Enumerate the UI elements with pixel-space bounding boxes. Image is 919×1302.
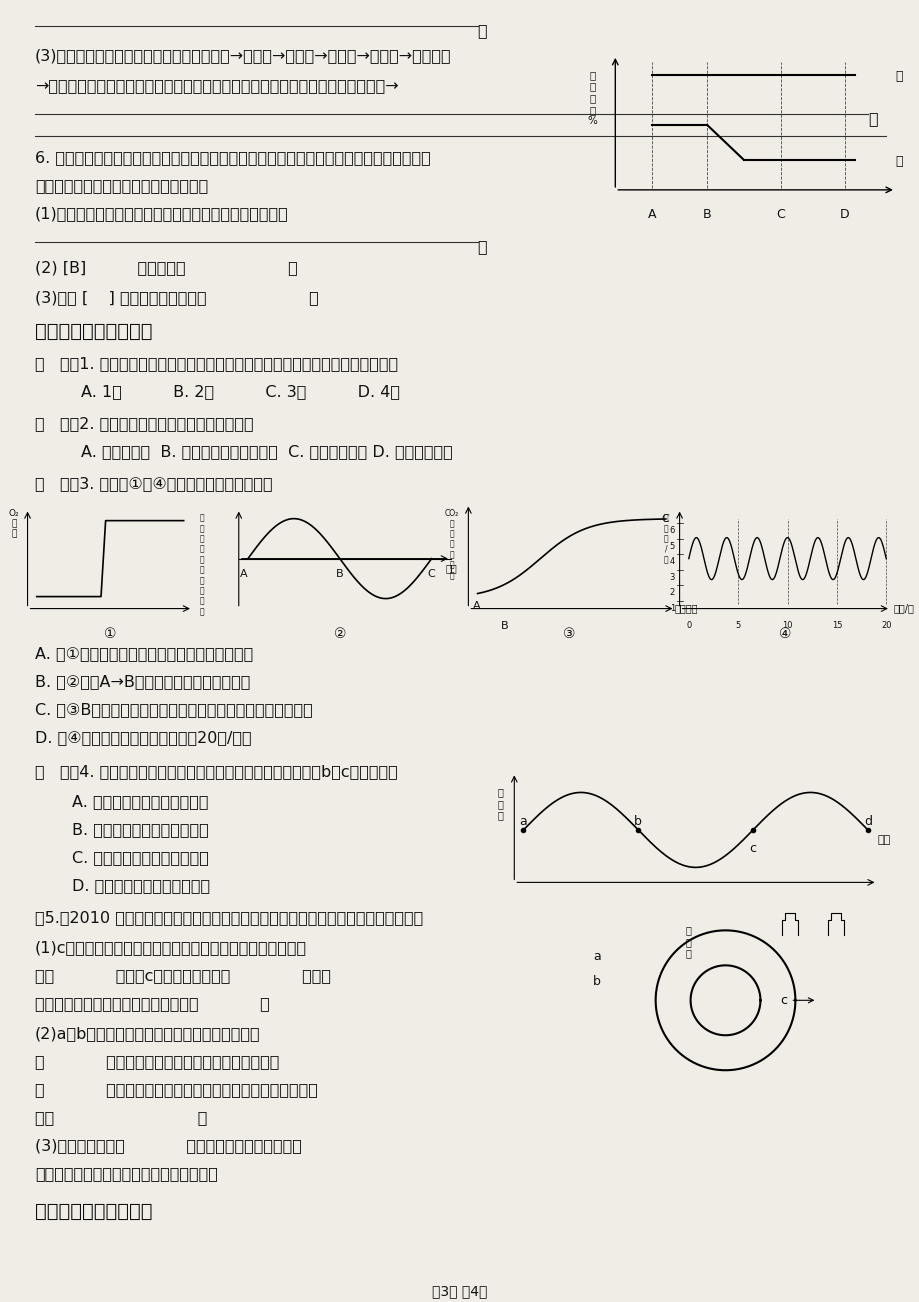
Text: （   ）例3. 依据图①～④分析，下列说法正确的是: （ ）例3. 依据图①～④分析，下列说法正确的是 <box>35 475 272 491</box>
Text: 1: 1 <box>669 604 675 612</box>
Text: 乙: 乙 <box>894 155 902 168</box>
Text: O₂
含
量: O₂ 含 量 <box>8 509 19 539</box>
Text: (2)a、b代表肺泡与外界的气体交换过程，它是通: (2)a、b代表肺泡与外界的气体交换过程，它是通 <box>35 1026 260 1042</box>
Text: A: A <box>239 569 247 578</box>
Text: 。: 。 <box>867 111 877 126</box>
Text: 程叫            ，完成c过程的主要器官是              ，牛奶: 程叫 ，完成c过程的主要器官是 ，牛奶 <box>35 969 331 983</box>
Text: 0: 0 <box>686 621 691 630</box>
Text: A. 吸气，膈肌收缩，膈顶下降: A. 吸气，膈肌收缩，膈顶下降 <box>72 794 208 810</box>
Text: B: B <box>501 621 508 630</box>
Text: c: c <box>749 842 755 855</box>
Text: A. 水和无机盐  B. 血细胞和大分子蛋白质  C. 尿酸和葡萄糖 D. 葡萄糖和尿素: A. 水和无机盐 B. 血细胞和大分子蛋白质 C. 尿酸和葡萄糖 D. 葡萄糖和… <box>81 444 452 458</box>
Text: ④: ④ <box>778 626 790 641</box>
Text: C. 图③B点显示此时某绿色植物没有进行光合作用和呼吸作用: C. 图③B点显示此时某绿色植物没有进行光合作用和呼吸作用 <box>35 703 312 717</box>
Text: 甲: 甲 <box>894 70 902 83</box>
Text: 百
分
含
量
%: 百 分 含 量 % <box>586 70 596 126</box>
Text: d: d <box>863 815 871 828</box>
Text: （   ）例1. 肺泡内的氧气进入肺泡周围毛细血管的血液中，至少通过的细胞层数是: （ ）例1. 肺泡内的氧气进入肺泡周围毛细血管的血液中，至少通过的细胞层数是 <box>35 355 398 371</box>
Text: 2: 2 <box>669 589 675 598</box>
Text: D: D <box>839 208 849 221</box>
Text: B. 图②曲线A→B段表示肺完成一次吸气过程: B. 图②曲线A→B段表示肺完成一次吸气过程 <box>35 674 250 690</box>
Text: (1)c代表营养物质通过消化道壁进入循环系统的过程，这个过: (1)c代表营养物质通过消化道壁进入循环系统的过程，这个过 <box>35 940 307 956</box>
Text: 过            实现的，当血液流经肺部毛细血管网后其成分的变: 过 实现的，当血液流经肺部毛细血管网后其成分的变 <box>35 1082 317 1098</box>
Text: a: a <box>519 815 527 828</box>
Text: 5: 5 <box>734 621 740 630</box>
Text: D. 呼气，膈肌舒张，膈顶上升: D. 呼气，膈肌舒张，膈顶上升 <box>72 879 210 893</box>
Text: 例5.（2010 济南）下图是人体消化、呼吸、循环过程示意图，请据图回答下列问题：: 例5.（2010 济南）下图是人体消化、呼吸、循环过程示意图，请据图回答下列问题… <box>35 910 423 926</box>
Text: 5: 5 <box>669 542 675 551</box>
Text: 。: 。 <box>477 238 487 254</box>
Text: B: B <box>702 208 710 221</box>
Text: ②: ② <box>334 626 346 641</box>
Text: CO₂
吸
收
的
相
对
值: CO₂ 吸 收 的 相 对 值 <box>444 509 459 581</box>
Text: 时间/秒: 时间/秒 <box>892 604 913 613</box>
Text: C: C <box>776 208 784 221</box>
Text: →小肠。依此方法，写出肾脏产生的二氧化碳进入肺的途径：肾脏产生的二氧化碳→: →小肠。依此方法，写出肾脏产生的二氧化碳进入肺的途径：肾脏产生的二氧化碳→ <box>35 78 398 92</box>
Text: 10: 10 <box>781 621 792 630</box>
Text: (3)图中 [    ] 表示有重吸收功能的                    。: (3)图中 [ ] 表示有重吸收功能的 。 <box>35 290 318 305</box>
Text: b: b <box>593 975 600 988</box>
Text: 第3页 共4页: 第3页 共4页 <box>431 1284 486 1298</box>
Text: 时间: 时间 <box>876 835 890 845</box>
Text: 4: 4 <box>669 557 675 566</box>
Text: 6. 如图表示血液流经肾脏形成尿液的过程中几种成分在各种液体中百分含量的变化，字母表: 6. 如图表示血液流经肾脏形成尿液的过程中几种成分在各种液体中百分含量的变化，字… <box>35 150 430 165</box>
Text: 20: 20 <box>880 621 891 630</box>
Text: (3)氧进入血液后与            结合，通过血液循环运送到: (3)氧进入血液后与 结合，通过血液循环运送到 <box>35 1138 301 1154</box>
Text: 6: 6 <box>669 526 675 535</box>
Text: 肺
内
气
压
与
外
界
气
压
差: 肺 内 气 压 与 外 界 气 压 差 <box>199 514 204 616</box>
Text: D. 图④曲线表示某人的呼吸频率是20次/分钟: D. 图④曲线表示某人的呼吸频率是20次/分钟 <box>35 730 251 746</box>
Text: a: a <box>593 950 600 963</box>
Text: C. 吸气，膈肌舒张，膈顶上升: C. 吸气，膈肌舒张，膈顶上升 <box>72 850 209 866</box>
Text: ③: ③ <box>562 626 575 641</box>
Text: B: B <box>335 569 343 578</box>
Text: （   ）例4. 下图是人体在平静呼吸时肺内气体容量变化曲线，由b到c的过程表示: （ ）例4. 下图是人体在平静呼吸时肺内气体容量变化曲线，由b到c的过程表示 <box>35 764 397 780</box>
Text: 15: 15 <box>831 621 841 630</box>
Text: 过            实现的；肺泡与血液之间的气体交换是通: 过 实现的；肺泡与血液之间的气体交换是通 <box>35 1055 279 1069</box>
Text: 二、知识运用经典例题: 二、知识运用经典例题 <box>35 322 153 341</box>
Text: (3)氧气由肺进入小肠的途径是：肺中的氧气→肺静脉→左心房→左心室→主动脉→小肠动脉: (3)氧气由肺进入小肠的途径是：肺中的氧气→肺静脉→左心房→左心室→主动脉→小肠… <box>35 48 451 62</box>
Text: 消
化
液: 消 化 液 <box>685 926 691 958</box>
Text: 肺
容
量
/
升: 肺 容 量 / 升 <box>663 514 667 564</box>
Text: A: A <box>647 208 655 221</box>
Text: c: c <box>779 993 812 1006</box>
Text: b: b <box>633 815 641 828</box>
Text: 光照强度: 光照强度 <box>675 604 698 613</box>
Text: 肺
容
量: 肺 容 量 <box>497 788 503 820</box>
Text: C: C <box>661 514 668 523</box>
Text: 化是                            。: 化是 。 <box>35 1111 207 1125</box>
Text: 三、知识运用课堂训练: 三、知识运用课堂训练 <box>35 1202 153 1221</box>
Text: A: A <box>472 600 480 611</box>
Text: 中的蛋白质经消化后进入血液的物质是            。: 中的蛋白质经消化后进入血液的物质是 。 <box>35 996 269 1012</box>
Text: （   ）例2. 当血液流经肾小球时，不能滤过的是: （ ）例2. 当血液流经肾小球时，不能滤过的是 <box>35 415 254 431</box>
Text: 示肾脏的有关结构，据图回答下列问题：: 示肾脏的有关结构，据图回答下列问题： <box>35 178 208 193</box>
Text: (2) [B]          内的液体叫                    。: (2) [B] 内的液体叫 。 <box>35 260 298 275</box>
Text: 。: 。 <box>477 23 487 38</box>
Text: B. 呼气，膈肌收缩，膈顶下降: B. 呼气，膈肌收缩，膈顶下降 <box>72 823 209 837</box>
Text: C: C <box>427 569 435 578</box>
Text: 时间: 时间 <box>445 564 457 574</box>
Text: A. 图①表示血液流经人体组织细胞氧气含量变化: A. 图①表示血液流经人体组织细胞氧气含量变化 <box>35 647 253 661</box>
Text: 参与分解有机物，为其生命活动提供能量。: 参与分解有机物，为其生命活动提供能量。 <box>35 1167 218 1181</box>
Text: (1)曲线甲、乙所示物质分别是葡萄糖和尿素中的哪一项？: (1)曲线甲、乙所示物质分别是葡萄糖和尿素中的哪一项？ <box>35 206 289 221</box>
Text: ①: ① <box>104 626 117 641</box>
Text: 3: 3 <box>669 573 675 582</box>
Text: A. 1层          B. 2层          C. 3层          D. 4层: A. 1层 B. 2层 C. 3层 D. 4层 <box>81 384 400 398</box>
